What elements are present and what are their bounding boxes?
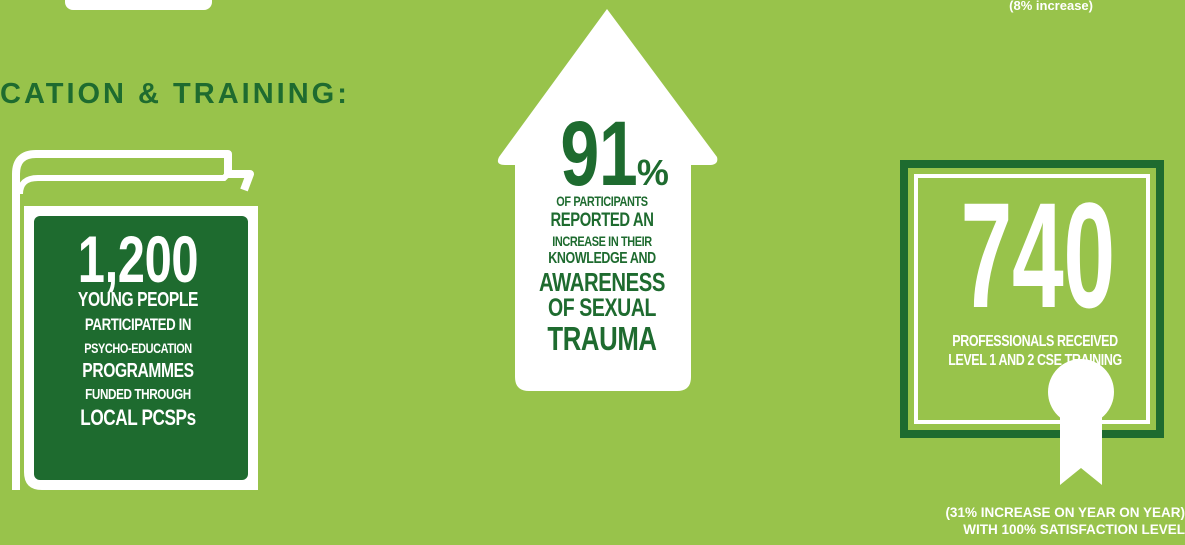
book-text: 1,200 YOUNG PEOPLE PARTICIPATED IN PSYCH… (33, 226, 243, 429)
house-line-5: AWARENESS (538, 267, 666, 297)
certificate-number: 740 (960, 171, 1116, 339)
certificate-line-1: PROFESSIONALS RECEIVED (952, 333, 1118, 350)
caption-line-2: WITH 100% SATISFACTION LEVEL (963, 521, 1185, 537)
caption-line-1: (31% INCREASE ON YEAR ON YEAR) (945, 505, 1185, 520)
book-line-1: YOUNG PEOPLE (77, 289, 199, 311)
house-line-7: TRAUMA (547, 320, 657, 357)
book-icon (12, 150, 258, 490)
house-text: 91% OF PARTICIPANTS REPORTED AN INCREASE… (516, 108, 688, 355)
book-line-6: LOCAL PCSPs (80, 405, 196, 430)
certificate-text: 740 PROFESSIONALS RECEIVED LEVEL 1 AND 2… (915, 180, 1155, 369)
certificate-icon (900, 160, 1164, 485)
house-line-1: OF PARTICIPANTS (556, 193, 648, 209)
top-white-box (65, 0, 212, 10)
book-number: 1,200 (77, 222, 199, 296)
certificate-caption: (31% INCREASE ON YEAR ON YEAR) WITH 100%… (855, 505, 1185, 539)
house-line-4: KNOWLEDGE AND (548, 250, 656, 267)
certificate-line-2: LEVEL 1 AND 2 CSE TRAINING (948, 352, 1122, 369)
book-line-2: PARTICIPATED IN (84, 315, 192, 334)
house-line-6: OF SEXUAL (547, 294, 657, 322)
house-line-3: INCREASE IN THEIR (552, 233, 652, 249)
book-line-5: FUNDED THROUGH (85, 386, 191, 403)
house-icon (497, 9, 718, 391)
section-heading: CATION & TRAINING: (0, 78, 350, 110)
house-number: 91 (559, 103, 637, 205)
book-line-4: PROGRAMMES (82, 360, 194, 382)
top-increase-text: (8% increase) (1009, 0, 1093, 13)
book-line-3: PSYCHO-EDUCATION (84, 340, 192, 356)
house-percent: % (636, 152, 669, 193)
house-line-2: REPORTED AN (550, 210, 654, 231)
